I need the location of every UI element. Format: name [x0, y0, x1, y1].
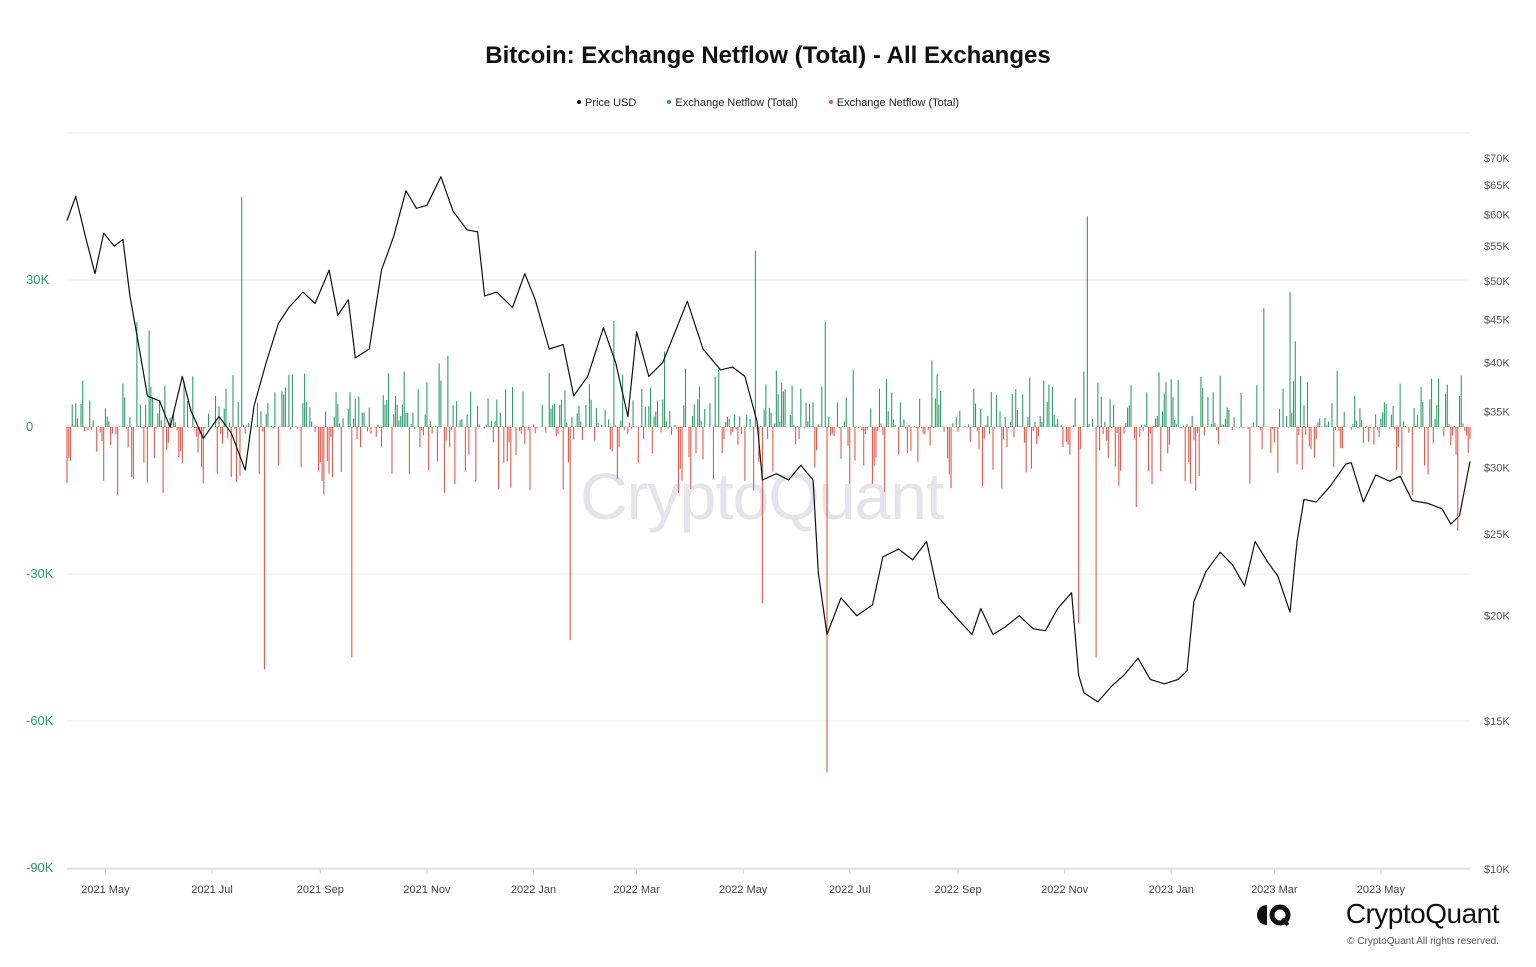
y-tick-label-right: $10K [1484, 864, 1510, 876]
y-tick-label-left: -60K [26, 713, 54, 728]
y-tick-label-right: $15K [1484, 716, 1510, 728]
y-tick-label-right: $30K [1484, 463, 1510, 475]
legend-label-netflow-positive: Exchange Netflow (Total) [675, 97, 798, 109]
x-tick-label: 2023 May [1357, 884, 1406, 896]
legend-dot-price [576, 100, 581, 105]
y-tick-label-left: -30K [26, 566, 54, 581]
x-tick-label: 2022 Jan [511, 884, 556, 896]
legend-item-price[interactable]: Price USD [576, 97, 637, 109]
price-line-group [66, 176, 1471, 703]
y-tick-label-left: 0 [26, 419, 33, 434]
legend-label-netflow-negative: Exchange Netflow (Total) [836, 97, 960, 109]
y-tick-label-left: -90K [26, 860, 54, 875]
x-tick-label: 2022 Sep [935, 884, 982, 896]
chart-title: Bitcoin: Exchange Netflow (Total) - All … [485, 42, 1051, 69]
grid-lines [67, 279, 1470, 869]
x-tick-label: 2022 May [719, 884, 768, 896]
x-axis: 2021 May 2021 Jul 2021 Sep 2021 Nov 2022 Jan… [67, 868, 1470, 896]
legend: Price USD Exchange Netflow (Total) Excha… [0, 97, 1536, 109]
x-tick-label: 2021 Nov [403, 884, 451, 896]
y-tick-label-right: $55K [1484, 241, 1510, 253]
y-tick-label-right: $25K [1484, 529, 1510, 541]
y-tick-label-left: 30K [26, 272, 49, 287]
x-tick-label: 2021 Sep [297, 884, 344, 896]
y-tick-label-right: $40K [1484, 357, 1510, 369]
copyright-notice: © CryptoQuant All rights reserved. [1347, 936, 1499, 947]
x-tick-label: 2021 May [81, 884, 130, 896]
cryptoquant-logo-icon [1257, 904, 1291, 926]
legend-item-netflow-positive[interactable]: Exchange Netflow (Total) [667, 97, 798, 109]
left-axis: 30K 0 -30K -60K -90K [26, 272, 54, 875]
right-axis: $70K $65K $60K $55K $50K $45K $40K $35K $30K $25K… [1484, 153, 1510, 876]
legend-label-price: Price USD [584, 97, 637, 109]
price-line [66, 176, 1471, 703]
x-tick-label: 2022 Mar [613, 884, 660, 896]
legend-dot-netflow-positive [667, 100, 672, 105]
x-tick-label: 2021 Jul [191, 884, 233, 896]
y-tick-label-right: $20K [1484, 611, 1510, 623]
x-tick-label: 2022 Nov [1041, 884, 1089, 896]
brand-name: CryptoQuant [1345, 898, 1500, 929]
y-tick-label-right: $50K [1484, 276, 1510, 288]
legend-dot-netflow-negative [828, 100, 833, 105]
y-tick-label-right: $60K [1484, 209, 1510, 221]
x-tick-label: 2023 Jan [1149, 884, 1194, 896]
x-tick-label: 2022 Jul [829, 884, 871, 896]
y-tick-label-right: $65K [1484, 180, 1510, 192]
x-tick-label: 2023 Mar [1251, 884, 1298, 896]
y-tick-label-right: $35K [1484, 406, 1510, 418]
legend-item-netflow-negative[interactable]: Exchange Netflow (Total) [828, 97, 960, 109]
y-tick-label-right: $45K [1484, 314, 1510, 326]
y-tick-label-right: $70K [1484, 153, 1510, 165]
netflow-bars [66, 196, 1471, 773]
